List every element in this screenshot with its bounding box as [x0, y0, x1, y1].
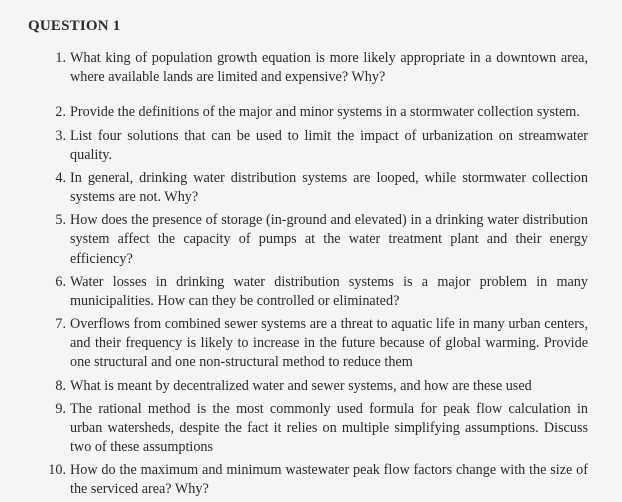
question-item: 9. The rational method is the most commo… [70, 400, 594, 458]
question-number: 9. [42, 400, 66, 419]
question-heading: QUESTION 1 [28, 18, 594, 35]
question-item: 3. List four solutions that can be used … [70, 127, 594, 165]
question-text: In general, drinking water distribution … [70, 170, 588, 205]
question-number: 4. [42, 169, 66, 188]
question-number: 6. [42, 273, 66, 292]
question-item: 8. What is meant by decentralized water … [70, 377, 594, 396]
question-text: List four solutions that can be used to … [70, 128, 588, 163]
question-item: 6. Water losses in drinking water distri… [70, 273, 594, 311]
question-text: What is meant by decentralized water and… [70, 378, 532, 394]
question-number: 10. [42, 461, 66, 480]
question-item: 1. What king of population growth equati… [70, 49, 594, 87]
question-number: 3. [42, 127, 66, 146]
question-text: How does the presence of storage (in-gro… [70, 212, 588, 266]
question-text: Provide the definitions of the major and… [70, 104, 580, 120]
question-number: 7. [42, 315, 66, 334]
question-text: The rational method is the most commonly… [70, 401, 588, 455]
question-item: 2. Provide the definitions of the major … [70, 103, 594, 122]
question-text: How do the maximum and minimum wastewate… [70, 462, 588, 497]
question-list: 1. What king of population growth equati… [28, 49, 594, 500]
question-text: Overflows from combined sewer systems ar… [70, 316, 588, 370]
question-text: What king of population growth equation … [70, 50, 588, 85]
question-item: 7. Overflows from combined sewer systems… [70, 315, 594, 373]
question-number: 8. [42, 377, 66, 396]
question-item: 10. How do the maximum and minimum waste… [70, 461, 594, 499]
question-item: 4. In general, drinking water distributi… [70, 169, 594, 207]
question-item: 5. How does the presence of storage (in-… [70, 211, 594, 269]
question-text: Water losses in drinking water distribut… [70, 274, 588, 309]
question-number: 5. [42, 211, 66, 230]
question-number: 2. [42, 103, 66, 122]
question-number: 1. [42, 49, 66, 68]
